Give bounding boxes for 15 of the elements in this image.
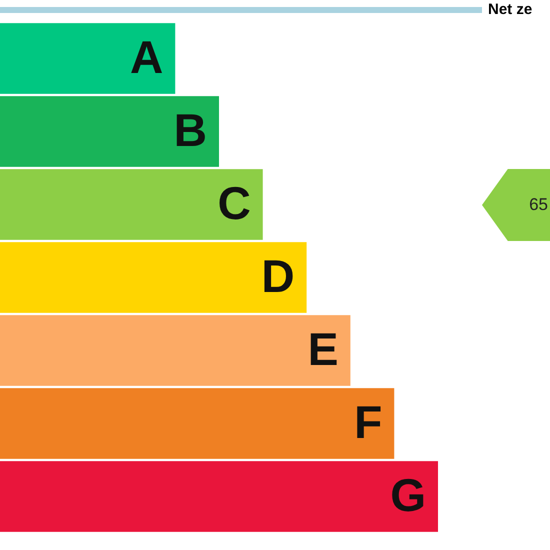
y-tick-label: E [308, 323, 338, 376]
y-tick-label: F [354, 396, 382, 448]
y-tick-label: B [174, 104, 207, 156]
bar [0, 388, 394, 459]
text: Net ze [488, 1, 532, 18]
bar [0, 461, 438, 532]
bar [0, 23, 176, 94]
y-tick-label: A [130, 31, 164, 84]
bar [0, 169, 263, 240]
bar [0, 242, 307, 313]
y-tick-label: D [261, 250, 295, 302]
bar [0, 96, 219, 167]
y-tick-label: C [218, 177, 251, 230]
y-tick-label: G [390, 469, 426, 522]
bar [0, 315, 350, 386]
